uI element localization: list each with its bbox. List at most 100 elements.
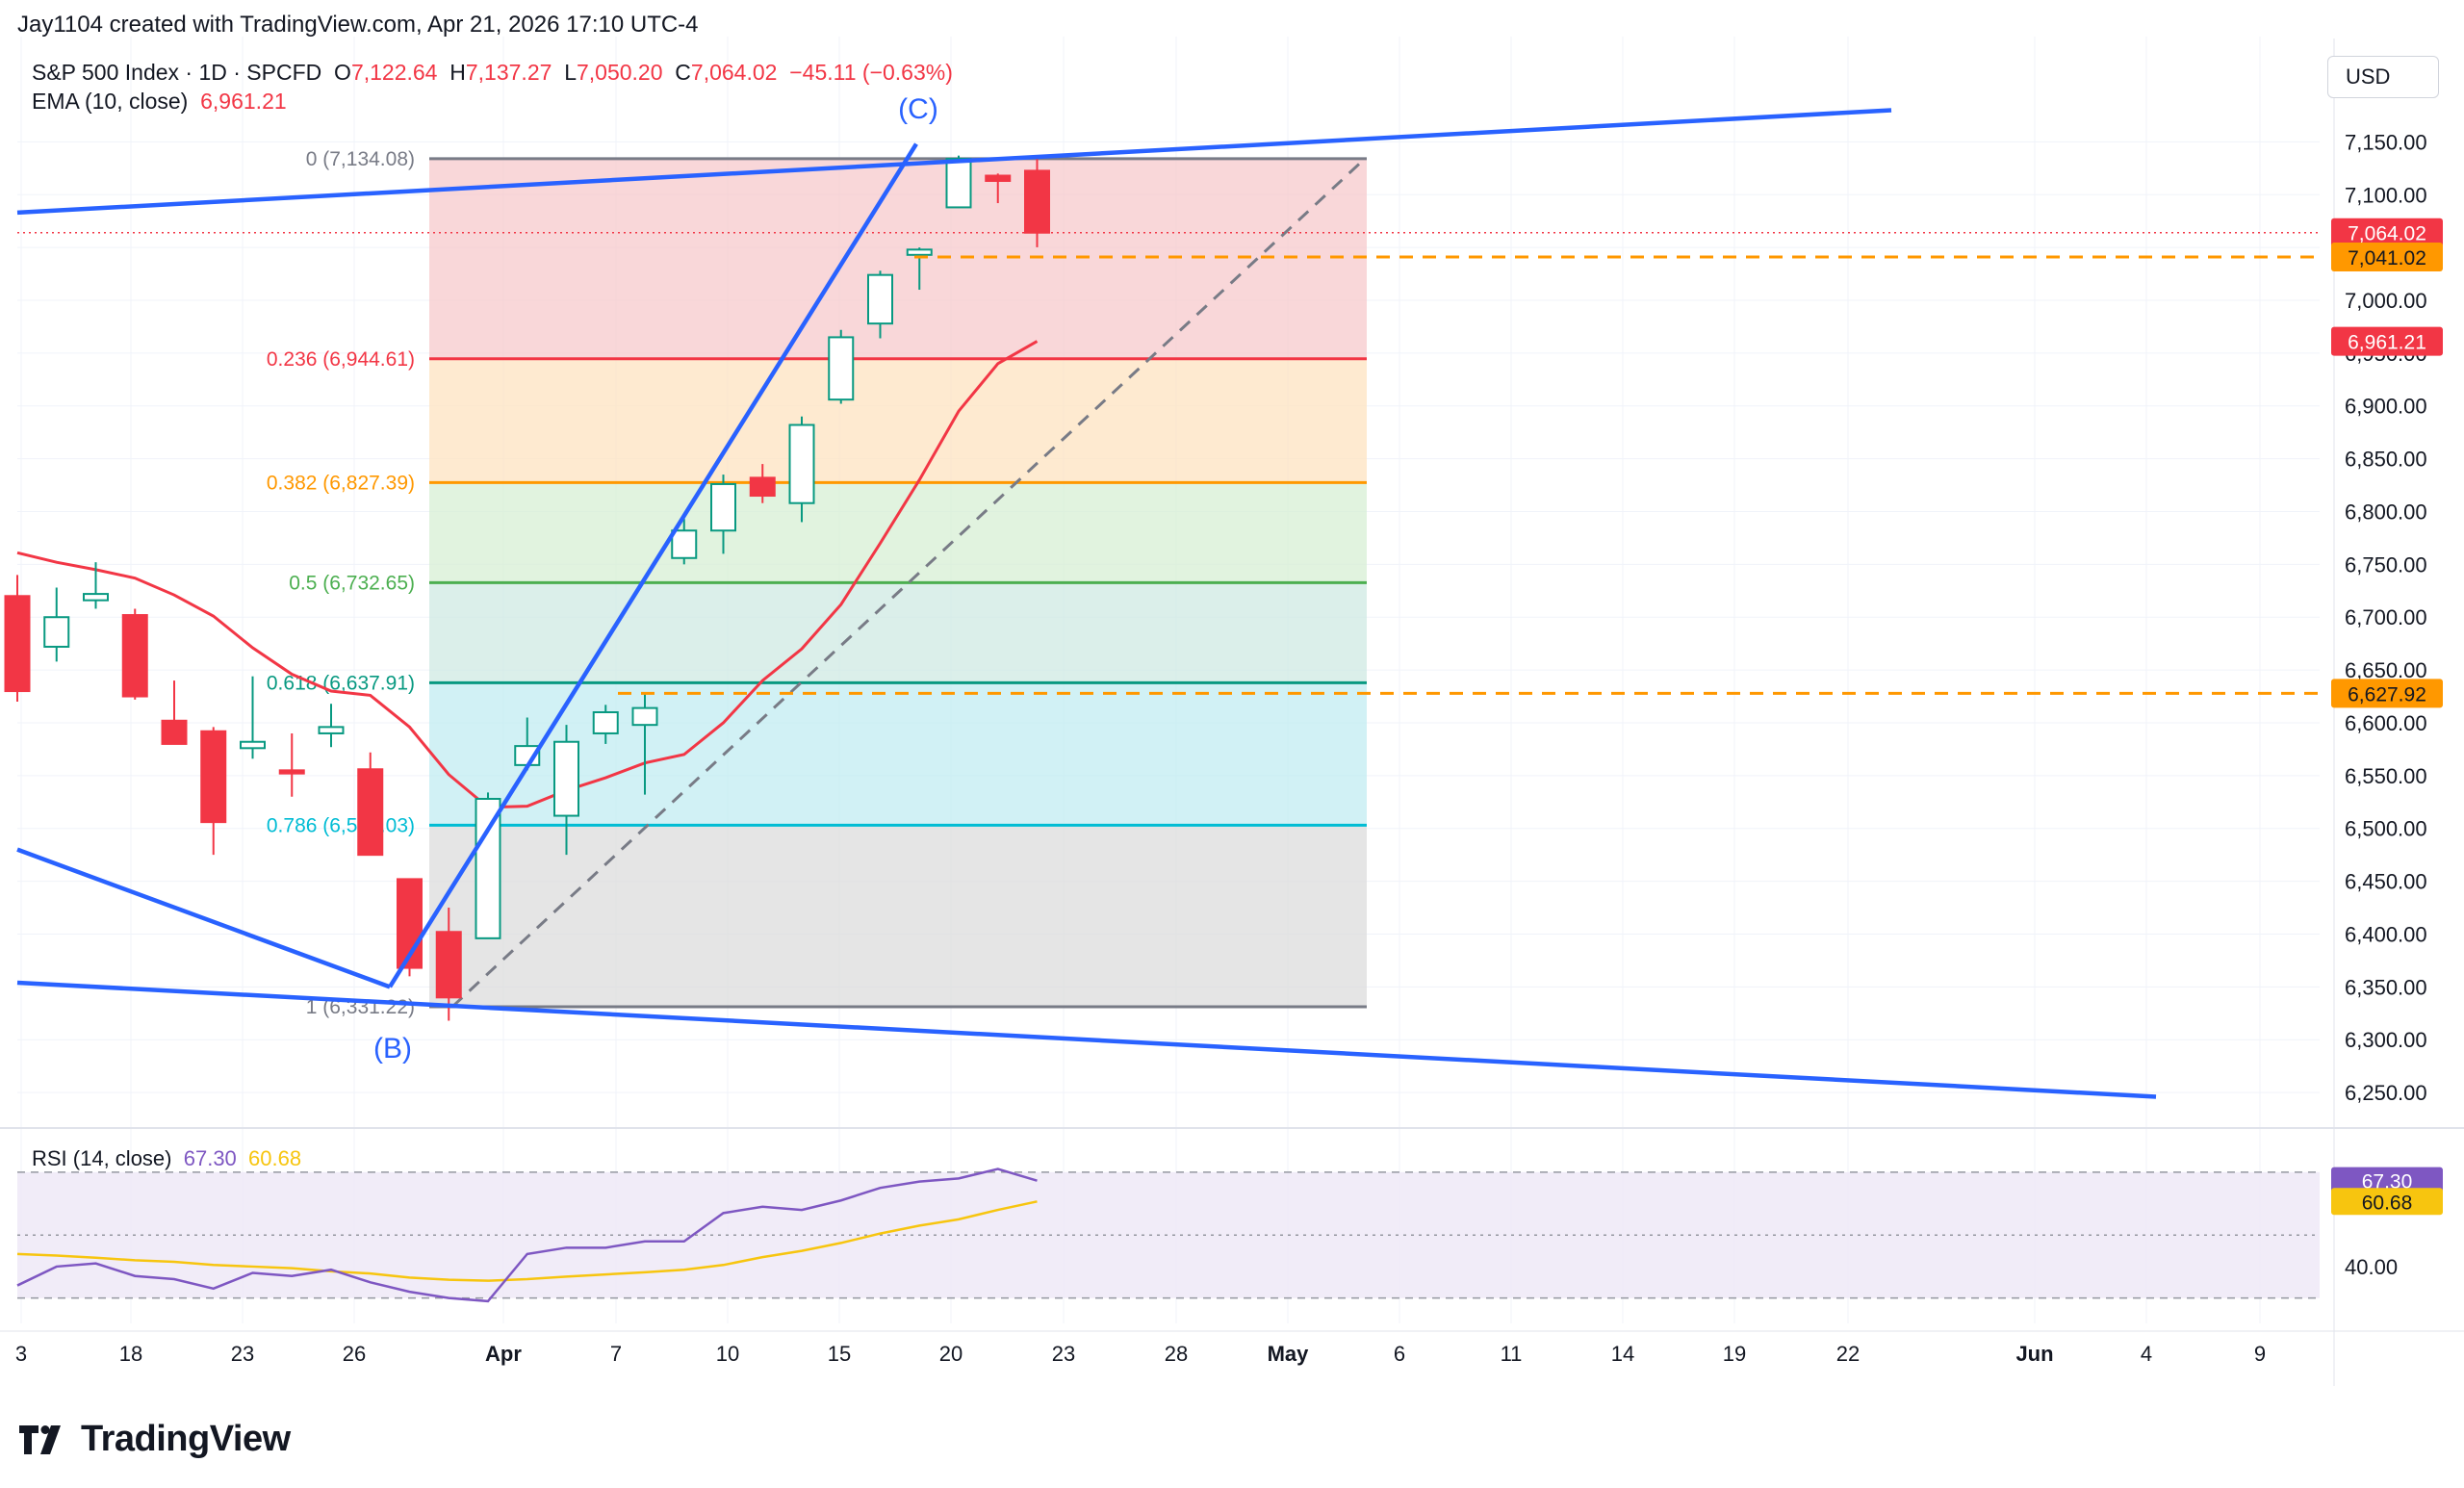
- fibonacci-retracement[interactable]: 0 (7,134.08) 0.236 (6,944.61) 0.382 (6,827…: [267, 148, 1367, 1018]
- bullish-candle: [43, 616, 70, 648]
- price-tick-label: 6,500.00: [2345, 817, 2427, 841]
- close-value: 7,064.02: [690, 60, 778, 85]
- bearish-candle: [200, 730, 227, 824]
- bearish-candle: [749, 476, 776, 498]
- bullish-candle: [83, 593, 109, 602]
- x-tick-label: 19: [1723, 1342, 1746, 1366]
- open-label: O: [334, 60, 351, 85]
- wave-b-label: (B): [373, 1033, 412, 1065]
- bullish-candle: [671, 529, 698, 559]
- symbol-title[interactable]: S&P 500 Index · 1D · SPCFD: [32, 60, 322, 85]
- bullish-candle: [475, 797, 501, 939]
- bullish-candle: [240, 740, 266, 750]
- price-tick-label: 6,450.00: [2345, 870, 2427, 894]
- x-tick-label: Apr: [485, 1342, 522, 1366]
- price-tick-label: 7,150.00: [2345, 130, 2427, 154]
- rsi-line: [16, 1167, 1038, 1303]
- x-tick-label: 11: [1501, 1342, 1523, 1366]
- rsi-badge: [2331, 1188, 2443, 1216]
- fib-level-label: 0.786 (6,503.03): [267, 814, 415, 836]
- bearish-candle: [121, 614, 148, 698]
- x-tick-label: 3: [15, 1342, 27, 1366]
- rsi-badge-label: 60.68: [2362, 1192, 2413, 1214]
- fib-level-label: 0.382 (6,827.39): [267, 472, 415, 494]
- price-tick-label: 6,900.00: [2345, 395, 2427, 419]
- price-tick-label: 6,250.00: [2345, 1081, 2427, 1105]
- price-badge: [2331, 326, 2443, 356]
- rsi-badge: [2331, 1167, 2443, 1194]
- x-tick-label: 10: [716, 1342, 739, 1366]
- tradingview-logo[interactable]: TradingView: [19, 1419, 291, 1460]
- ema-legend[interactable]: EMA (10, close) 6,961.21: [32, 89, 287, 115]
- x-tick-label: 20: [939, 1342, 962, 1366]
- ema-label[interactable]: EMA (10, close): [32, 89, 189, 114]
- wave-a-b-trendline[interactable]: [16, 847, 391, 989]
- price-badge: [2331, 218, 2443, 247]
- ema-line: [16, 340, 1039, 809]
- axes[interactable]: 3 18 23 26 Apr 7 10 15 20 23 28 May 6 11 14 19 22 Jun 4 9 40…: [0, 38, 2464, 1386]
- bullish-candle: [867, 273, 893, 325]
- bullish-candle: [945, 157, 972, 209]
- x-tick-label: 28: [1165, 1342, 1188, 1366]
- price-tick-label: 6,800.00: [2345, 500, 2427, 524]
- fib-zone: [429, 825, 1367, 1007]
- lower-channel-trendline[interactable]: [16, 980, 2157, 1099]
- rsi-pane[interactable]: [16, 1167, 2320, 1303]
- bullish-candle: [631, 706, 658, 727]
- price-tick-label: 6,750.00: [2345, 552, 2427, 577]
- currency-button[interactable]: USD: [2327, 56, 2439, 98]
- fib-level-label: 0 (7,134.08): [306, 148, 415, 170]
- upper-channel-trendline[interactable]: [16, 108, 1892, 216]
- open-value: 7,122.64: [350, 60, 438, 85]
- rsi-axis-tick: 40.00: [2345, 1255, 2398, 1279]
- bullish-candle: [906, 248, 933, 256]
- bullish-candle: [710, 482, 736, 532]
- bearish-candle: [435, 931, 462, 999]
- price-badge-label: 7,064.02: [2348, 223, 2426, 245]
- x-tick-label: 23: [1052, 1342, 1075, 1366]
- x-tick-label: 4: [2141, 1342, 2152, 1366]
- rsi-label[interactable]: RSI (14, close): [32, 1146, 172, 1170]
- bearish-candle: [357, 768, 384, 857]
- fib-zone: [429, 482, 1367, 583]
- price-tick-label: 6,400.00: [2345, 922, 2427, 946]
- ema-polyline: [16, 340, 1039, 809]
- price-tick-label: 7,100.00: [2345, 183, 2427, 207]
- symbol-legend[interactable]: S&P 500 Index · 1D · SPCFD O7,122.64 H7,…: [32, 60, 953, 86]
- price-tick-label: 6,600.00: [2345, 711, 2427, 735]
- x-tick-label: 26: [343, 1342, 366, 1366]
- rsi-value: 67.30: [183, 1146, 237, 1170]
- bearish-candle: [278, 769, 305, 775]
- price-badge-label: 6,961.21: [2348, 332, 2426, 354]
- price-badge-label: 6,627.92: [2348, 683, 2426, 706]
- bearish-candle: [4, 595, 31, 693]
- fib-level-label: 0.5 (6,732.65): [289, 572, 415, 594]
- wave-b-c-trendline[interactable]: [388, 142, 918, 988]
- x-tick-label: 22: [1836, 1342, 1860, 1366]
- price-tick-label: 6,350.00: [2345, 975, 2427, 999]
- high-value: 7,137.27: [465, 60, 552, 85]
- price-badge: [2331, 242, 2443, 271]
- fib-zone: [429, 358, 1367, 483]
- x-tick-label: 15: [828, 1342, 851, 1366]
- fib-level-label: 0.236 (6,944.61): [267, 348, 415, 371]
- chart-credit: Jay1104 created with TradingView.com, Ap…: [17, 12, 699, 38]
- fib-zone: [429, 158, 1367, 359]
- ema-value: 6,961.21: [200, 89, 287, 114]
- price-tick-label: 6,550.00: [2345, 764, 2427, 788]
- bearish-candle: [161, 719, 188, 745]
- x-tick-label: 6: [1394, 1342, 1405, 1366]
- price-badge: [2331, 679, 2443, 708]
- rsi-legend[interactable]: RSI (14, close) 67.30 60.68: [32, 1146, 301, 1171]
- x-tick-label: 14: [1611, 1342, 1634, 1366]
- low-label: L: [564, 60, 577, 85]
- wave-c-label: (C): [898, 93, 938, 125]
- trendline-drawings[interactable]: (B) (C): [16, 93, 2320, 1099]
- low-value: 7,050.20: [576, 60, 663, 85]
- bullish-candle: [318, 726, 345, 734]
- x-tick-label: 7: [610, 1342, 622, 1366]
- price-tick-label: 7,000.00: [2345, 289, 2427, 313]
- price-tick-label: 6,850.00: [2345, 448, 2427, 472]
- bullish-candle: [553, 740, 579, 817]
